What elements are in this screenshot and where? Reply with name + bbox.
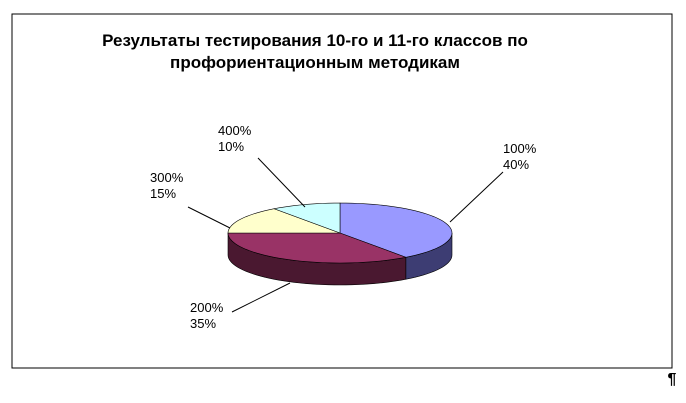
value-label: 35% — [190, 316, 216, 331]
slice — [339, 202, 453, 258]
category-label: 200% — [190, 300, 224, 315]
value-label: 15% — [150, 186, 176, 201]
leader-line — [187, 206, 231, 229]
slice — [273, 202, 341, 234]
value-label: 40% — [503, 157, 529, 172]
leader-line — [449, 171, 504, 223]
chart-frame — [11, 13, 673, 369]
category-label: 400% — [218, 123, 252, 138]
pilcrow: ¶ — [668, 371, 677, 388]
leader-line — [257, 157, 306, 208]
value-label: 10% — [218, 139, 244, 154]
category-label: 300% — [150, 170, 184, 185]
slice — [227, 232, 407, 264]
category-label: 100% — [503, 141, 537, 156]
slice — [227, 208, 341, 234]
leader-line — [231, 282, 291, 313]
chart-title: Результаты тестирования 10-го и 11-го кл… — [102, 31, 528, 72]
